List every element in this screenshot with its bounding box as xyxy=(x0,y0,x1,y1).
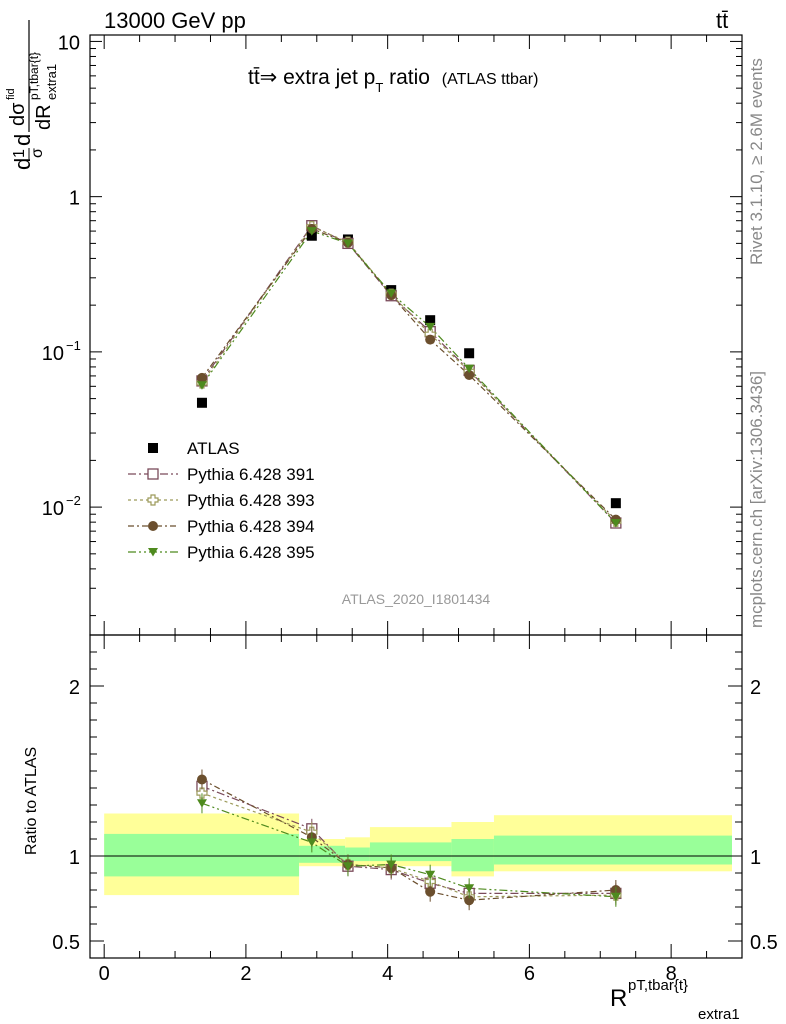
main-point xyxy=(306,230,317,241)
svg-text:fid: fid xyxy=(5,88,17,100)
ratio-band-inner xyxy=(369,842,452,862)
ratio-tick-label-left: 0.5 xyxy=(52,932,80,954)
main-point xyxy=(196,397,207,408)
main-point xyxy=(610,498,621,509)
x-axis-label: R pT,tbar{t} extra1 xyxy=(610,977,740,1023)
energy-label: 13000 GeV pp xyxy=(104,8,246,33)
ratio-panel: 2 2 1 1 0.5 0.5 xyxy=(52,634,778,959)
ratio-series-marks xyxy=(196,769,622,911)
legend-marker xyxy=(147,468,159,480)
x-tick-label: 6 xyxy=(524,963,535,985)
ratio-point xyxy=(464,884,475,893)
rivet-label: Rivet 3.1.10, ≥ 2.6M events xyxy=(747,58,766,265)
main-point xyxy=(464,369,475,380)
ratio-tick-label-right: 1 xyxy=(750,847,761,869)
ratio-band-inner xyxy=(299,845,346,863)
legend-marker xyxy=(148,521,158,531)
ratio-point xyxy=(342,862,353,871)
y-tick-exponent: −2 xyxy=(66,493,81,508)
ratio-tick-label-right: 0.5 xyxy=(750,932,778,954)
ratio-point xyxy=(196,799,207,808)
ratio-point xyxy=(386,860,397,869)
legend-marker xyxy=(148,443,158,453)
svg-text:pT,tbar{t}: pT,tbar{t} xyxy=(27,52,41,100)
legend-label: Pythia 6.428 393 xyxy=(187,491,315,510)
ratio-band-inner xyxy=(451,839,494,872)
main-point xyxy=(425,315,436,326)
ratio-tick-label-left: 1 xyxy=(69,847,80,869)
ratio-frame xyxy=(89,634,743,959)
main-ylabel: d 1 σ d dσ fid dR pT,tbar{t} extra1 xyxy=(5,20,59,170)
ratio-tick-label-left: 2 xyxy=(69,677,80,699)
ratio-ylabel: Ratio to ATLAS xyxy=(23,747,40,855)
title-sub: T xyxy=(375,80,383,95)
x-tick-label: 8 xyxy=(666,963,677,985)
svg-text:d: d xyxy=(10,158,35,170)
svg-text:extra1: extra1 xyxy=(698,1006,740,1023)
main-point xyxy=(386,289,397,298)
ratio-point xyxy=(610,892,621,902)
title-small: (ATLAS ttbar) xyxy=(442,71,539,88)
x-tick-label: 2 xyxy=(240,963,251,985)
svg-text:tt̄⇒ extra jet pT ratio: tt̄⇒ extra jet pT ratio (ATLAS ttbar) xyxy=(248,66,538,95)
ratio-point xyxy=(425,870,436,880)
svg-text:d: d xyxy=(10,134,35,146)
ratio-point xyxy=(306,838,317,847)
ratio-point xyxy=(196,774,207,785)
y-tick-exponent: −1 xyxy=(66,338,81,353)
main-point xyxy=(425,322,436,332)
main-panel xyxy=(89,34,743,636)
title-main: tt̄⇒ extra jet p xyxy=(248,66,375,89)
ratio-bands xyxy=(104,813,732,896)
svg-text:dR: dR xyxy=(33,104,55,130)
main-point xyxy=(425,334,436,345)
ratio-band-inner xyxy=(104,833,300,877)
ratio-point xyxy=(425,886,436,897)
main-point xyxy=(196,381,207,390)
ratio-band-inner xyxy=(493,835,732,865)
svg-text:σ: σ xyxy=(29,148,46,158)
svg-text:R: R xyxy=(610,985,627,1012)
ratio-band-inner xyxy=(345,847,370,862)
ratio-ticks: 2 2 1 1 0.5 0.5 xyxy=(52,651,778,954)
main-point xyxy=(306,227,317,236)
ratio-tick-label-right: 2 xyxy=(750,677,761,699)
legend-marker xyxy=(148,548,158,557)
ratio-point xyxy=(464,895,475,906)
svg-text:1: 1 xyxy=(11,149,28,158)
main-point xyxy=(464,364,475,374)
main-point xyxy=(342,239,353,248)
main-point xyxy=(610,518,621,528)
y-tick-label: 1 xyxy=(69,188,80,210)
legend-label: Pythia 6.428 395 xyxy=(187,543,315,562)
svg-text:dσ: dσ xyxy=(7,102,29,126)
title-ratio-word: ratio xyxy=(383,66,430,89)
legend-label: Pythia 6.428 391 xyxy=(187,465,315,484)
legend-label: Pythia 6.428 394 xyxy=(187,517,315,536)
main-grid xyxy=(90,40,742,617)
main-series-marks xyxy=(196,220,622,529)
x-tick-label: 4 xyxy=(382,963,393,985)
y-tick-label: 10 xyxy=(42,343,64,365)
mcplots-label: mcplots.cern.ch [arXiv:1306.3436] xyxy=(747,371,766,628)
process-label: tt̄ xyxy=(716,8,728,33)
ratio-point xyxy=(196,787,208,799)
legend: ATLAS Pythia 6.428 391 Pythia 6.428 393 Pyt… xyxy=(128,439,315,562)
legend-marker xyxy=(147,494,159,506)
x-axis: 0 2 4 6 8 xyxy=(99,35,743,985)
main-point xyxy=(464,348,475,359)
y-tick-label: 10 xyxy=(42,498,64,520)
chart-title: tt̄⇒ extra jet pT ratio (ATLAS ttbar) xyxy=(248,66,538,95)
main-point xyxy=(196,372,207,383)
y-tick-label: 10 xyxy=(58,32,80,54)
svg-text:pT,tbar{t}: pT,tbar{t} xyxy=(628,977,688,994)
legend-label: ATLAS xyxy=(187,439,240,458)
x-tick-label: 0 xyxy=(99,963,110,985)
analysis-watermark: ATLAS_2020_I1801434 xyxy=(342,591,491,607)
svg-text:extra1: extra1 xyxy=(44,64,59,100)
